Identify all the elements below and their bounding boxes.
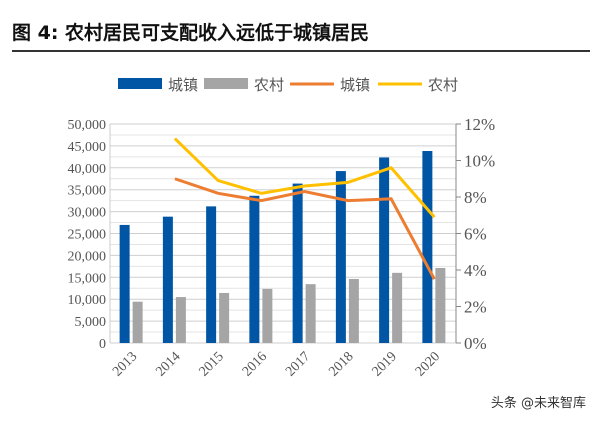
x-tick-label: 2017 xyxy=(283,349,313,379)
right-tick-label: 10% xyxy=(464,152,495,171)
left-tick-label: 5,000 xyxy=(75,315,107,330)
x-tick-label: 2016 xyxy=(240,349,270,379)
bar-rural xyxy=(392,272,403,343)
left-tick-label: 35,000 xyxy=(68,184,107,199)
x-tick-label: 2018 xyxy=(326,349,356,379)
left-tick-label: 50,000 xyxy=(68,118,107,133)
right-tick-label: 0% xyxy=(464,334,487,353)
left-tick-label: 45,000 xyxy=(68,140,107,155)
watermark: 头条 @未来智库 xyxy=(490,396,586,411)
bar-urban xyxy=(206,206,217,343)
left-tick-label: 30,000 xyxy=(68,206,107,221)
right-tick-label: 4% xyxy=(464,261,487,280)
left-tick-label: 40,000 xyxy=(68,162,107,177)
bar-rural xyxy=(219,292,230,343)
bar-rural xyxy=(435,267,446,343)
legend-label: 城镇 xyxy=(168,77,198,94)
bar-rural xyxy=(348,278,359,343)
bar-urban xyxy=(119,224,130,343)
legend-label: 农村 xyxy=(254,77,284,94)
bar-rural xyxy=(262,288,273,343)
left-tick-label: 20,000 xyxy=(68,249,107,264)
line-rural-growth xyxy=(173,137,436,219)
x-tick-label: 2019 xyxy=(370,349,400,379)
right-tick-label: 12% xyxy=(464,115,495,134)
line-urban-growth xyxy=(174,177,436,280)
bar-rural xyxy=(132,301,143,343)
bar-urban xyxy=(422,151,433,343)
x-tick-label: 2013 xyxy=(110,349,140,379)
bar-rural xyxy=(175,297,186,343)
right-tick-label: 8% xyxy=(464,188,487,207)
legend-label: 农村 xyxy=(428,77,458,94)
right-tick-label: 2% xyxy=(464,298,487,317)
bar-urban xyxy=(249,195,260,343)
x-tick-label: 2015 xyxy=(197,349,227,379)
x-tick-label: 2020 xyxy=(413,349,443,379)
left-tick-label: 0 xyxy=(99,337,106,352)
right-tick-label: 6% xyxy=(464,225,487,244)
legend-label: 城镇 xyxy=(340,77,370,94)
legend-swatch xyxy=(118,78,162,89)
x-tick-label: 2014 xyxy=(153,349,183,379)
bar-rural xyxy=(305,284,316,343)
left-tick-label: 15,000 xyxy=(68,271,107,286)
bar-urban xyxy=(292,183,303,343)
bar-urban xyxy=(335,171,346,343)
left-tick-label: 10,000 xyxy=(68,293,107,308)
title-underline xyxy=(12,50,590,52)
bar-urban xyxy=(162,216,173,343)
legend-swatch xyxy=(204,78,248,89)
left-tick-label: 25,000 xyxy=(68,228,107,243)
figure-title: 图 4: 农村居民可支配收入远低于城镇居民 xyxy=(12,22,370,44)
bar-urban xyxy=(379,157,390,343)
